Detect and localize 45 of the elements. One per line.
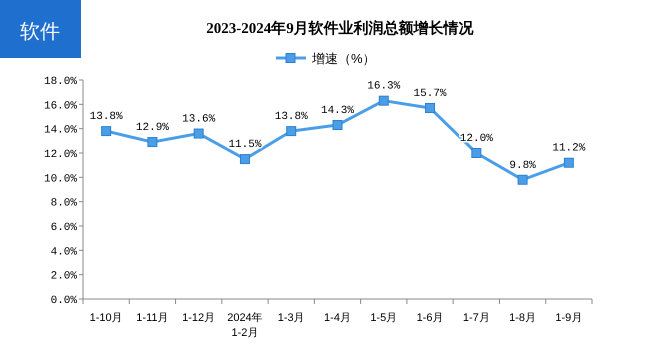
y-tick-label: 18.0% [44,76,78,88]
point [378,96,389,106]
point [194,128,204,139]
y-tick-label: 14.0% [44,124,78,137]
y-tick-label: 2.0% [50,270,78,283]
data-label: 15.7% [414,88,447,100]
x-tick-label: 1-12月 [182,312,216,324]
x-tick-label: 1-3月 [278,312,305,324]
y-tick-label: 16.0% [44,100,78,112]
data-label: 11.5% [228,139,262,152]
point [564,158,574,168]
point [425,102,436,113]
data-label: 13.8% [274,111,308,124]
y-tick-label: 0.0% [50,295,78,307]
data-label: 16.3% [367,80,401,93]
x-tick-label: 1-10月 [90,312,123,324]
x-tick-label: 2024年 1-2月 [227,312,263,339]
x-tick-label: 1-6月 [416,312,444,324]
text: 软件 [20,21,60,43]
point [332,120,342,130]
data-label: 12.9% [136,122,170,134]
data-label: 9.8% [509,160,536,172]
point [101,126,112,136]
data-label: 11.2% [552,142,586,155]
x-tick-label: 1-9月 [555,312,582,324]
point [286,126,296,136]
point [471,148,482,158]
data-label: 14.3% [320,105,354,118]
x-tick-label: 1-4月 [324,312,351,324]
point [240,154,250,164]
y-tick-label: 4.0% [50,246,78,258]
y-tick-label: 8.0% [50,198,78,210]
data-label: 13.8% [90,111,124,124]
x-tick-label: 1-8月 [509,312,536,324]
x-tick-label: 1-5月 [370,312,398,324]
chart-title: 2023-2024年9月软件业利润总额增长情况 [206,19,475,37]
point [518,174,528,185]
y-tick-label: 6.0% [50,222,78,234]
x-tick-label: 1-7月 [462,312,490,324]
point [147,137,158,148]
data-label: 13.6% [182,114,216,126]
x-tick-label: 1-11月 [136,312,169,324]
y-tick-label: 10.0% [44,173,78,186]
legend-label: 增速（%） [311,51,376,66]
y-tick-label: 12.0% [44,149,78,161]
